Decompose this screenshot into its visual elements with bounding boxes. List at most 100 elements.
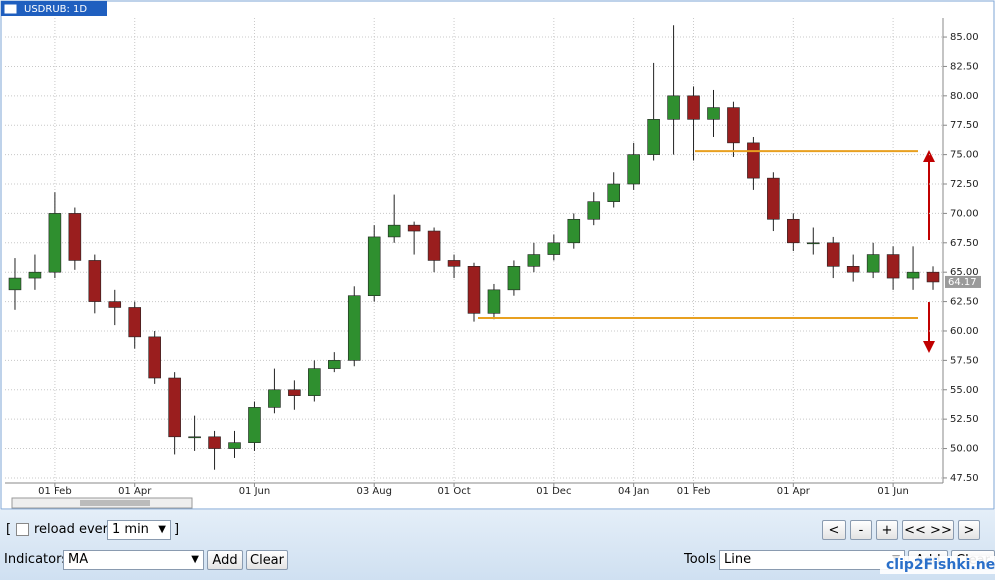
y-tick-label: 82.50 (950, 61, 979, 72)
y-tick-label: 55.00 (950, 385, 979, 396)
x-tick-label: 01 Jun (877, 486, 909, 497)
chart-title: USDRUB: 1D (24, 4, 87, 15)
x-tick-label: 01 Feb (677, 486, 711, 497)
add-button[interactable]: Add (207, 550, 243, 570)
candle-body (667, 95, 680, 120)
candle-body (248, 407, 261, 443)
nav-button[interactable]: > (958, 520, 980, 540)
candle-body (846, 266, 860, 273)
bracket: [ (6, 522, 12, 537)
y-tick-label: 57.50 (950, 355, 979, 366)
scroll-thumb[interactable] (80, 500, 150, 506)
candle-body (747, 142, 760, 179)
candle-body (467, 266, 481, 314)
nav-button[interactable]: < (822, 520, 846, 540)
candle-body (387, 224, 401, 238)
candle-body (647, 119, 660, 155)
candle-body (527, 254, 541, 267)
candle-body (347, 295, 361, 361)
bracket: ] (174, 522, 180, 537)
y-tick-label: 77.50 (950, 120, 979, 131)
candle-body (8, 277, 22, 291)
candle-body (68, 213, 82, 261)
candle-body (567, 218, 581, 244)
x-tick-label: 01 Feb (38, 486, 72, 497)
candle-body (128, 307, 142, 338)
control-panel: [ reload every 1 min ▼ ] < - + << >> > Indica… (0, 510, 995, 580)
indicator-select[interactable]: MA ▼ (63, 550, 204, 570)
candle-body (866, 254, 880, 273)
y-tick-label: 70.00 (950, 208, 979, 219)
candle-body (806, 242, 820, 245)
nav-button[interactable]: + (876, 520, 898, 540)
candle-body (188, 436, 201, 439)
chart-frame (0, 0, 995, 510)
x-tick-label: 01 Apr (777, 486, 811, 497)
candle-body (727, 107, 740, 144)
nav-button[interactable]: << >> (902, 520, 954, 540)
y-tick-label: 85.00 (950, 32, 979, 43)
nav-button[interactable]: - (850, 520, 872, 540)
candle-body (826, 242, 840, 267)
y-tick-label: 67.50 (950, 238, 979, 249)
candle-body (268, 389, 281, 408)
tool-value: Line (724, 552, 752, 567)
reload-value: 1 min (112, 522, 149, 537)
price-label: 64.17 (948, 277, 977, 288)
reload-select[interactable]: 1 min ▼ (107, 520, 171, 540)
candle-body (607, 183, 620, 202)
candle-body (208, 436, 221, 449)
candle-body (587, 201, 601, 220)
x-tick-label: 01 Apr (118, 486, 152, 497)
candle-body (627, 154, 640, 185)
candle-body (547, 242, 561, 255)
indicators-label: Indicators (4, 552, 69, 567)
candle-body (427, 230, 441, 261)
candle-body (108, 301, 122, 308)
y-tick-label: 47.50 (950, 473, 979, 484)
y-tick-label: 50.00 (950, 444, 979, 455)
x-tick-label: 04 Jan (618, 486, 649, 497)
arrows (923, 150, 935, 353)
y-tick-label: 52.50 (950, 414, 979, 425)
candle-body (148, 336, 161, 379)
candle-body (906, 271, 920, 279)
candle-body (228, 442, 241, 449)
y-tick-label: 80.00 (950, 91, 979, 102)
watermark: clip2Fishki.net (880, 556, 995, 574)
x-tick-label: 01 Dec (536, 486, 571, 497)
y-tick-label: 62.50 (950, 297, 979, 308)
candle-body (687, 95, 700, 120)
price-label-box (945, 275, 981, 288)
candle-body (886, 254, 900, 279)
candle-body (767, 177, 780, 220)
tool-select[interactable]: Line▼ (719, 550, 905, 570)
candle-body (168, 377, 181, 438)
x-tick-label: 03 Aug (356, 486, 391, 497)
candle-body (288, 389, 301, 396)
candle-body (487, 289, 501, 314)
title-tab (1, 1, 107, 16)
reload-label: reload every (34, 522, 116, 537)
candle-body (707, 107, 720, 120)
clear-button[interactable]: Clear (246, 550, 288, 570)
y-tick-label: 75.00 (950, 150, 979, 161)
tab-icon[interactable] (3, 3, 18, 15)
reload-checkbox[interactable] (16, 523, 29, 536)
candle-body (407, 224, 421, 232)
candle-body (308, 368, 321, 396)
x-tick-label: 01 Oct (437, 486, 470, 497)
indicator-value: MA (68, 552, 89, 567)
chart: USDRUB: 1D 47.50 50.00 52.50 55.00 57.50 60.0… (0, 0, 995, 510)
y-tick-label: 65.00 (950, 267, 979, 278)
y-tick-label: 60.00 (950, 326, 979, 337)
candle-body (48, 213, 62, 273)
candle-body (88, 260, 102, 302)
candle-body (447, 260, 461, 267)
candle-body (28, 271, 42, 279)
tools-label: Tools (684, 552, 717, 567)
candle-body (507, 266, 521, 291)
candle-body (328, 360, 341, 369)
y-tick-label: 72.50 (950, 179, 979, 190)
